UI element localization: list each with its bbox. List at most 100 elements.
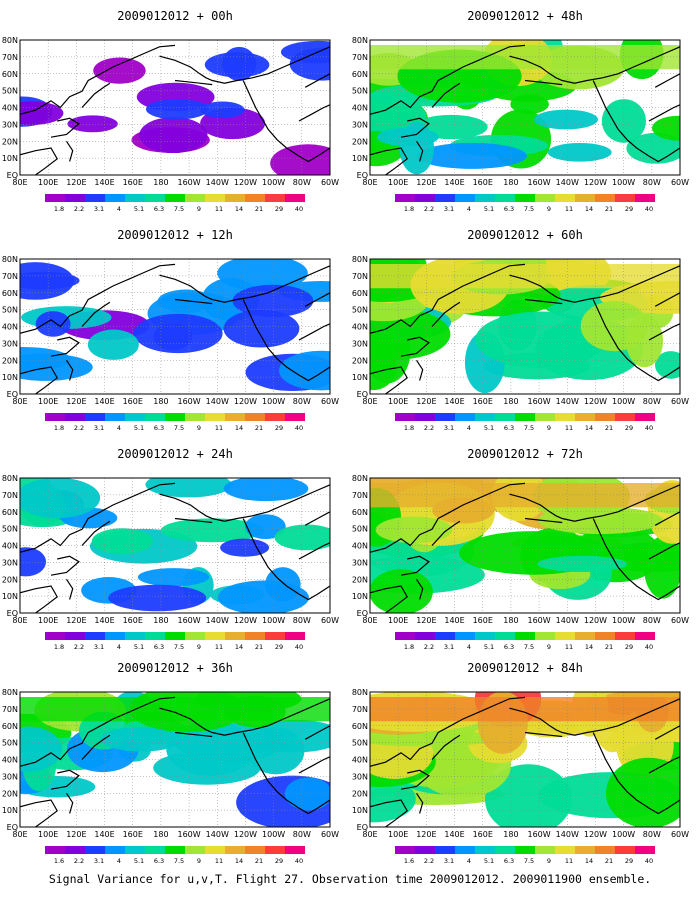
lon-label: 120W	[584, 397, 607, 406]
colorbar: 1.8 2.2 3.1 4 5.1 6.3 7.5 9 11 14 21 29 40	[45, 632, 305, 651]
variance-field	[370, 40, 680, 175]
colorbar-label: 40	[295, 424, 303, 432]
colorbar-label: 7.5	[524, 857, 534, 865]
colorbar-label: 1.6	[54, 857, 64, 865]
lon-label: 140E	[444, 178, 464, 187]
lat-label: 30N	[2, 558, 18, 567]
lon-label: 100W	[262, 397, 285, 406]
colorbar-swatch	[45, 194, 65, 202]
lat-label: 70N	[352, 491, 368, 500]
colorbar-label: 6.3	[154, 205, 164, 213]
colorbar-swatch	[575, 632, 595, 640]
lat-label: 40N	[352, 104, 368, 113]
lat-label: EQ	[7, 609, 18, 618]
colorbar-label: 6.3	[154, 424, 164, 432]
colorbar-swatch	[85, 632, 105, 640]
lat-label: 80N	[2, 688, 18, 697]
lon-label: 80W	[293, 830, 311, 839]
lon-label: 100E	[388, 397, 408, 406]
lat-label: 60N	[352, 289, 368, 298]
colorbar-swatch	[265, 632, 285, 640]
lon-label: 80W	[643, 178, 661, 187]
lat-label: 80N	[352, 36, 368, 45]
colorbar-swatch	[105, 846, 125, 854]
lon-label: 100E	[388, 830, 408, 839]
colorbar-label: 40	[645, 205, 653, 213]
colorbar-label: 11	[565, 424, 573, 432]
lon-label: 80E	[12, 178, 27, 187]
lon-label: 160E	[123, 830, 143, 839]
colorbar-label: 4	[117, 643, 121, 651]
colorbar-swatch	[125, 194, 145, 202]
colorbar-label: 3.1	[94, 205, 104, 213]
colorbar-swatch	[475, 413, 495, 421]
colorbar-label: 11	[565, 643, 573, 651]
colorbar-swatch	[495, 632, 515, 640]
map-panel: 2009012012 + 60h 80E 100E 120E 140E 160E 180 16…	[352, 228, 689, 432]
lon-label: 140E	[444, 616, 464, 625]
lon-label: 180	[503, 616, 518, 625]
lon-label: 80E	[12, 830, 27, 839]
lon-label: 100E	[388, 616, 408, 625]
colorbar-label: 9	[547, 424, 551, 432]
colorbar-swatch	[475, 194, 495, 202]
colorbar-swatch	[575, 413, 595, 421]
lon-label: 60W	[671, 616, 689, 625]
colorbar-label: 14	[585, 205, 593, 213]
colorbar-swatch	[415, 194, 435, 202]
lon-label: 160E	[473, 397, 493, 406]
colorbar-swatch	[615, 194, 635, 202]
lon-label: 120E	[416, 178, 436, 187]
lat-label: 10N	[352, 154, 368, 163]
colorbar-swatch	[395, 194, 415, 202]
colorbar-swatch	[535, 846, 555, 854]
colorbar-label: 21	[255, 857, 263, 865]
lon-label: 180	[503, 178, 518, 187]
lat-label: 50N	[352, 739, 368, 748]
colorbar-label: 3.1	[444, 857, 454, 865]
colorbar-swatch	[535, 194, 555, 202]
lat-label: 30N	[352, 772, 368, 781]
colorbar-swatch	[145, 413, 165, 421]
colorbar-label: 11	[215, 205, 223, 213]
colorbar: 1.8 2.2 3.1 4 5.1 6.3 7.5 9 11 14 21 29 40	[395, 632, 655, 651]
colorbar-label: 14	[585, 424, 593, 432]
lat-label: 40N	[2, 542, 18, 551]
colorbar-label: 7.5	[174, 205, 184, 213]
lat-label: EQ	[357, 171, 368, 180]
lon-label: 100W	[612, 830, 635, 839]
colorbar-label: 40	[295, 643, 303, 651]
lon-label: 140E	[94, 178, 114, 187]
variance-field	[20, 40, 330, 175]
colorbar-swatch	[205, 194, 225, 202]
lon-label: 160E	[123, 616, 143, 625]
colorbar-label: 9	[197, 857, 201, 865]
lat-label: 80N	[2, 474, 18, 483]
colorbar-label: 3.1	[444, 424, 454, 432]
map-panel: 2009012012 + 00h 80E 100E 120E 140E 160E 180 16…	[2, 9, 339, 213]
lat-label: 60N	[2, 508, 18, 517]
lon-label: 120W	[584, 830, 607, 839]
colorbar-label: 6.3	[504, 424, 514, 432]
lat-label: 50N	[352, 87, 368, 96]
colorbar-swatch	[225, 846, 245, 854]
colorbar-swatch	[245, 632, 265, 640]
lon-label: 160E	[473, 178, 493, 187]
lat-label: 10N	[352, 592, 368, 601]
lon-label: 160E	[123, 178, 143, 187]
lat-label: 70N	[2, 705, 18, 714]
colorbar-label: 1.8	[404, 643, 414, 651]
lat-label: 30N	[352, 558, 368, 567]
lon-label: 120W	[584, 616, 607, 625]
colorbar-swatch	[435, 846, 455, 854]
lat-label: 80N	[352, 474, 368, 483]
colorbar-label: 5.1	[484, 857, 494, 865]
colorbar-swatch	[205, 632, 225, 640]
colorbar-label: 40	[295, 205, 303, 213]
colorbar-label: 4	[467, 643, 471, 651]
lon-label: 160W	[177, 397, 200, 406]
lon-label: 140E	[444, 830, 464, 839]
lon-label: 140E	[94, 616, 114, 625]
colorbar-swatch	[245, 846, 265, 854]
colorbar-swatch	[85, 846, 105, 854]
